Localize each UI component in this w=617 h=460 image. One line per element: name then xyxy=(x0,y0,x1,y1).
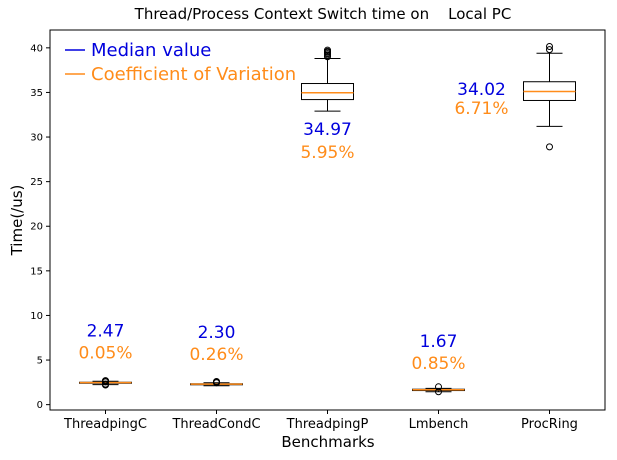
outlier-point xyxy=(324,46,331,54)
y-tick-label: 25 xyxy=(30,177,43,188)
y-tick-label: 15 xyxy=(30,266,43,277)
y-axis-title: Time(/us) xyxy=(8,185,26,257)
cv-value-label: 0.26% xyxy=(189,345,243,365)
plot-area xyxy=(49,29,606,411)
x-tick-label: ProcRing xyxy=(521,417,578,432)
cv-value-label: 6.71% xyxy=(454,99,508,119)
x-tick-label: ThreadCondC xyxy=(171,417,260,432)
legend: Median value Coefficient of Variation xyxy=(65,40,296,85)
y-tick-label: 35 xyxy=(30,88,43,99)
outlier-point xyxy=(435,383,442,391)
median-value-label: 1.67 xyxy=(420,332,458,352)
cv-value-label: 0.05% xyxy=(78,344,132,364)
outlier-point xyxy=(213,377,220,385)
median-value-label: 2.30 xyxy=(198,323,236,343)
legend-entry-label: Median value xyxy=(91,40,211,61)
annotation-layer: 2.470.05% 2.300.26% 34.97 5.95% 1.670.85% 34.… xyxy=(78,80,508,374)
box-Lmbench xyxy=(412,383,465,396)
y-tick-label: 10 xyxy=(30,311,43,322)
outlier-point xyxy=(102,380,109,388)
y-tick-label: 30 xyxy=(30,133,43,144)
median-value-label: 2.47 xyxy=(87,322,125,342)
y-tick-label: 5 xyxy=(37,356,43,367)
y-tick-label: 20 xyxy=(30,222,43,233)
box-ThreadpingP xyxy=(301,46,354,112)
legend-entry-label: Coefficient of Variation xyxy=(91,64,296,85)
box-series xyxy=(79,43,576,396)
x-tick-label: ThreadpingC xyxy=(63,417,147,432)
outlier-point xyxy=(546,43,553,51)
y-tick-label: 0 xyxy=(37,400,43,411)
median-value-label: 34.02 xyxy=(457,80,506,100)
cv-value-label: 0.85% xyxy=(411,354,465,374)
x-tick-label: ThreadpingP xyxy=(286,417,369,432)
median-value-label: 34.97 xyxy=(303,120,352,140)
y-axis: 0 5 10 15 20 25 30 35 40 xyxy=(30,43,50,411)
cv-value-label: 5.95% xyxy=(300,143,354,163)
chart-title: Thread/Process Context Switch time on Lo… xyxy=(134,5,512,23)
box-ProcRing xyxy=(523,43,576,151)
outlier-point xyxy=(546,143,553,151)
y-tick-label: 40 xyxy=(30,43,43,54)
x-axis: ThreadpingC ThreadCondC ThreadpingP Lmbench… xyxy=(63,410,578,432)
x-tick-label: Lmbench xyxy=(409,417,469,432)
box-ThreadCondC xyxy=(190,377,243,387)
x-axis-title: Benchmarks xyxy=(281,433,374,451)
outlier-point xyxy=(102,377,109,385)
outlier-point xyxy=(546,46,553,54)
box-body xyxy=(301,83,354,101)
outlier-point xyxy=(435,388,442,396)
box-ThreadpingC xyxy=(79,377,132,389)
